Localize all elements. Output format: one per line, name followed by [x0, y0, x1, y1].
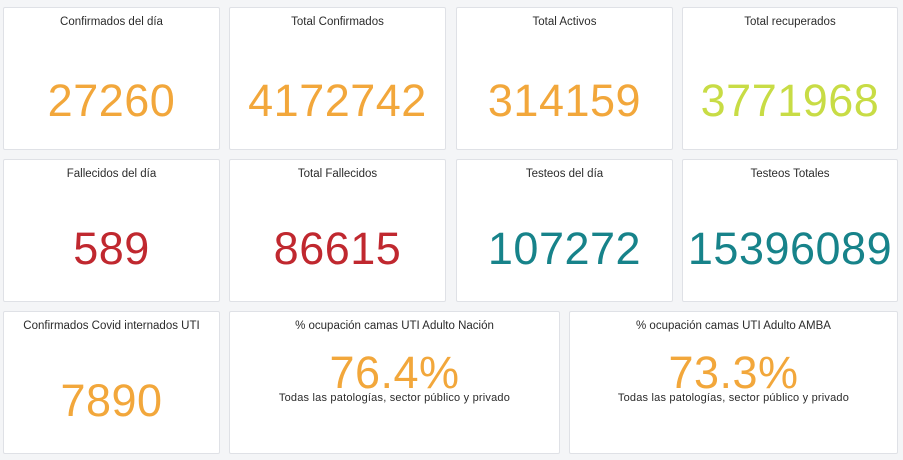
- stat-value: 3771968: [700, 75, 880, 126]
- panel-title: Confirmados Covid internados UTI: [23, 320, 200, 332]
- panel-confirmados-del-dia[interactable]: Confirmados del día 27260: [3, 7, 220, 150]
- stat-value: 15396089: [687, 223, 893, 274]
- stat-value: 314159: [487, 75, 642, 126]
- stat-value: 589: [73, 223, 150, 274]
- panel-title: Total Confirmados: [291, 16, 384, 28]
- stat-value: 4172742: [248, 75, 427, 126]
- panel-title: Total recuperados: [744, 16, 836, 28]
- panel-total-confirmados[interactable]: Total Confirmados 4172742: [229, 7, 446, 150]
- panel-total-fallecidos[interactable]: Total Fallecidos 86615: [229, 159, 446, 302]
- panel-title: Total Fallecidos: [297, 168, 378, 180]
- panel-total-recuperados[interactable]: Total recuperados 3771968: [682, 7, 898, 150]
- stat-value: 7890: [60, 375, 163, 426]
- panel-title: % ocupación camas UTI Adulto AMBA: [636, 320, 831, 332]
- panel-title: % ocupación camas UTI Adulto Nación: [295, 320, 494, 332]
- panel-ocupacion-uti-nacion[interactable]: % ocupación camas UTI Adulto Nación 76.4…: [229, 311, 560, 454]
- stat-value: 107272: [487, 223, 642, 274]
- stat-subtitle: Todas las patologías, sector público y p…: [278, 392, 511, 404]
- panel-title: Testeos del día: [525, 168, 604, 180]
- panel-fallecidos-del-dia[interactable]: Fallecidos del día 589: [3, 159, 220, 302]
- stat-subtitle: Todas las patologías, sector público y p…: [617, 392, 850, 404]
- panel-title: Testeos Totales: [750, 168, 830, 180]
- panel-ocupacion-uti-amba[interactable]: % ocupación camas UTI Adulto AMBA 73.3% …: [569, 311, 898, 454]
- panel-testeos-del-dia[interactable]: Testeos del día 107272: [456, 159, 673, 302]
- panel-internados-uti[interactable]: Confirmados Covid internados UTI 7890: [3, 311, 220, 454]
- panel-title: Confirmados del día: [60, 16, 163, 28]
- panel-total-activos[interactable]: Total Activos 314159: [456, 7, 673, 150]
- stat-value: 86615: [273, 223, 402, 274]
- panel-title: Fallecidos del día: [66, 168, 157, 180]
- stat-value: 76.4%: [329, 347, 460, 398]
- stat-value: 73.3%: [668, 347, 799, 398]
- panel-title: Total Activos: [532, 16, 597, 28]
- stat-value: 27260: [47, 75, 176, 126]
- panel-testeos-totales[interactable]: Testeos Totales 15396089: [682, 159, 898, 302]
